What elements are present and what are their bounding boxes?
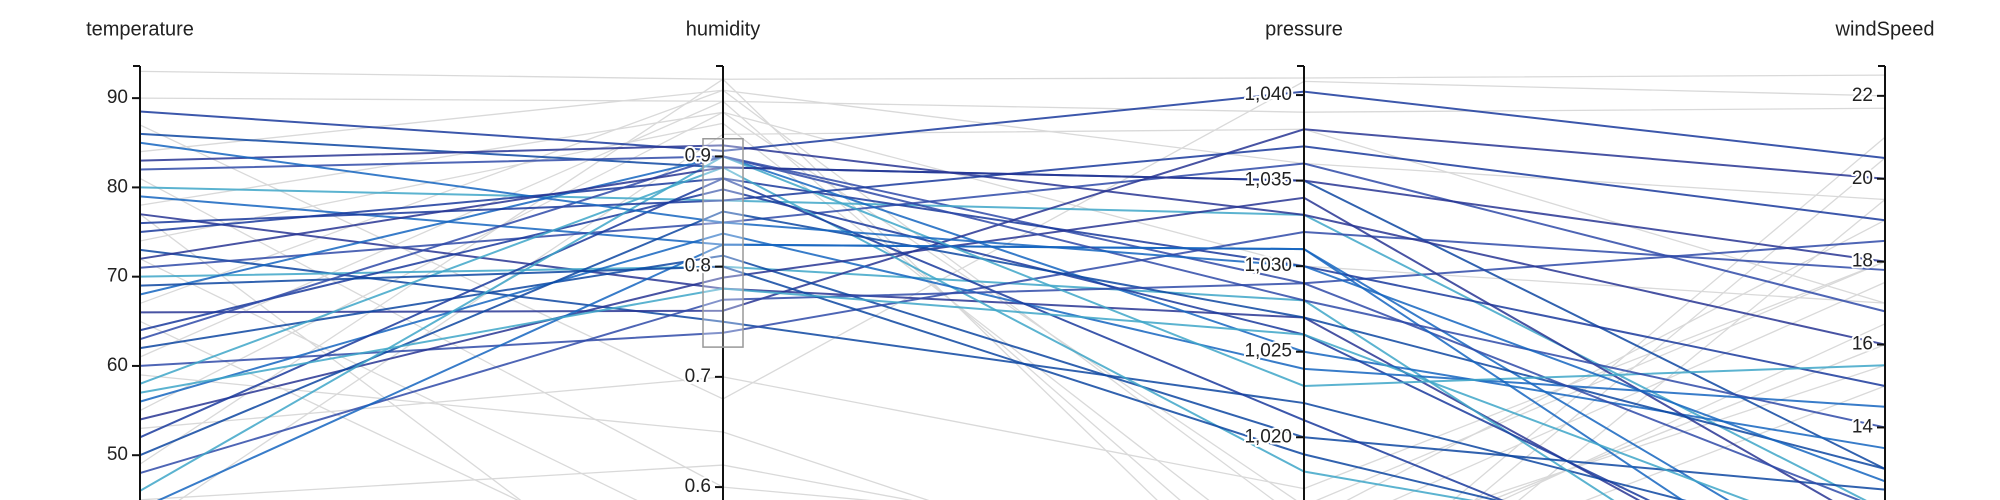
tick-label: 1,030 [1244, 255, 1292, 276]
tick-label: 20 [1852, 168, 1873, 189]
tick-label: 1,020 [1244, 426, 1292, 447]
selected-line [139, 155, 1886, 492]
tick-label: 50 [107, 444, 128, 465]
unselected-line [139, 258, 1886, 500]
tick-label: 22 [1852, 85, 1873, 106]
selected-line [139, 155, 1886, 429]
tick-label: 1,040 [1244, 84, 1292, 105]
unselected-line [139, 80, 1886, 400]
selected-line [139, 166, 1886, 263]
selected-line [139, 232, 1886, 408]
unselected-line [139, 89, 1886, 201]
unselected-line [139, 97, 1886, 113]
tick-label: 16 [1852, 334, 1873, 355]
tick-label: 0.9 [685, 145, 711, 166]
selected-lines [139, 90, 1886, 500]
unselected-line [139, 78, 1886, 500]
axis-title: pressure [1265, 18, 1343, 40]
selected-line [139, 141, 1886, 483]
unselected-line [139, 320, 1886, 500]
tick-label: 1,025 [1244, 341, 1292, 362]
axis-title: temperature [86, 18, 194, 40]
unselected-line [139, 100, 1886, 500]
selected-line [139, 265, 1500, 500]
tick-label: 14 [1852, 416, 1874, 437]
tick-label: 60 [107, 355, 128, 376]
selected-line [139, 188, 1651, 500]
axis-title: windSpeed [1835, 18, 1935, 40]
unselected-line [139, 111, 1886, 304]
selected-line [139, 248, 1687, 500]
tick-label: 0.6 [685, 476, 711, 497]
unselected-line [139, 343, 1886, 500]
axes: temperature 50 60 70 80 90 humidity 0.6 0.7 0.8 0.… [86, 18, 1934, 500]
tick-label: 90 [107, 87, 128, 108]
brush-selection [702, 138, 744, 348]
tick-label: 0.8 [685, 256, 711, 277]
unselected-line [139, 70, 1886, 80]
tick-label: 80 [107, 176, 128, 197]
unselected-line [139, 89, 1886, 500]
selected-line [139, 144, 1886, 346]
selected-line [139, 265, 1615, 500]
selected-line [139, 145, 1886, 225]
selected-line [139, 213, 1641, 500]
tick-label: 18 [1852, 251, 1873, 272]
selected-line [139, 282, 1862, 500]
unselected-line [178, 128, 1886, 500]
selected-line [139, 186, 1867, 500]
selected-line [139, 155, 1886, 450]
tick-label: 1,035 [1244, 170, 1292, 191]
selected-line [139, 177, 1504, 500]
selected-line [139, 90, 1886, 160]
selected-line [156, 243, 1684, 500]
selected-line [139, 254, 1886, 491]
unselected-line [139, 136, 1886, 500]
selected-line [139, 162, 1886, 313]
unselected-line [139, 198, 1886, 500]
selected-line [139, 177, 1886, 387]
selected-line [139, 287, 1750, 500]
axis-title: humidity [686, 18, 760, 40]
tick-label: 70 [107, 266, 128, 287]
tick-label: 0.7 [685, 366, 711, 387]
selected-line [139, 210, 1886, 470]
selected-line [139, 128, 1886, 314]
